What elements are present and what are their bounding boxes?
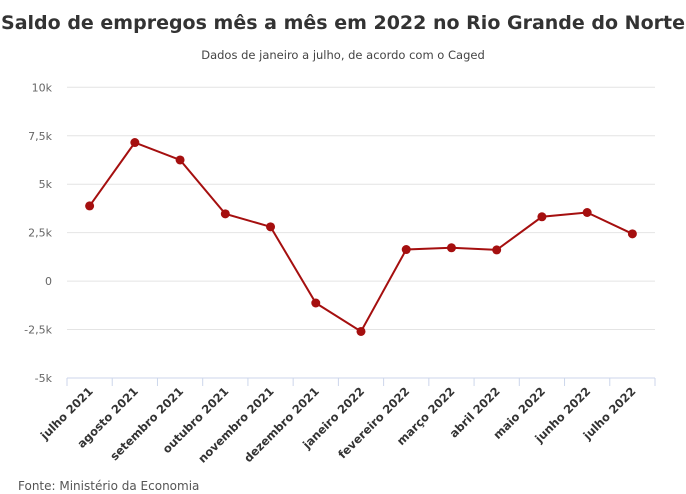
data-point [446, 243, 456, 253]
y-tick-label: 10k [32, 81, 53, 94]
data-point [401, 245, 411, 255]
x-tick-label: dezembro 2021 [241, 384, 322, 465]
data-point [627, 229, 637, 239]
gridlines [67, 86, 655, 331]
source-note: Fonte: Ministério da Economia [18, 479, 199, 493]
data-point [220, 209, 230, 219]
y-tick-label: 2,5k [28, 227, 52, 240]
data-point [582, 207, 592, 217]
y-tick-label: 5k [39, 178, 53, 191]
data-point [311, 298, 321, 308]
series-line [85, 138, 637, 336]
chart-title: Saldo de empregos mês a mês em 2022 no R… [1, 12, 685, 34]
x-tick-label: novembro 2021 [195, 384, 276, 465]
y-tick-label: -2,5k [24, 324, 52, 337]
data-point [492, 245, 502, 255]
line-path [88, 141, 633, 333]
y-tick-label: -5k [35, 372, 53, 385]
data-point [175, 155, 185, 165]
chart-subtitle: Dados de janeiro a julho, de acordo com … [201, 48, 485, 62]
y-tick-label: 0 [45, 275, 52, 288]
y-tick-label: 7,5k [28, 130, 52, 143]
data-point [130, 138, 140, 148]
y-axis: -5k -2,5k 0 2,5k 5k 7,5k 10k [24, 81, 52, 385]
data-point [537, 212, 547, 222]
data-point [85, 201, 95, 211]
data-point [266, 222, 276, 232]
data-point [356, 326, 366, 336]
